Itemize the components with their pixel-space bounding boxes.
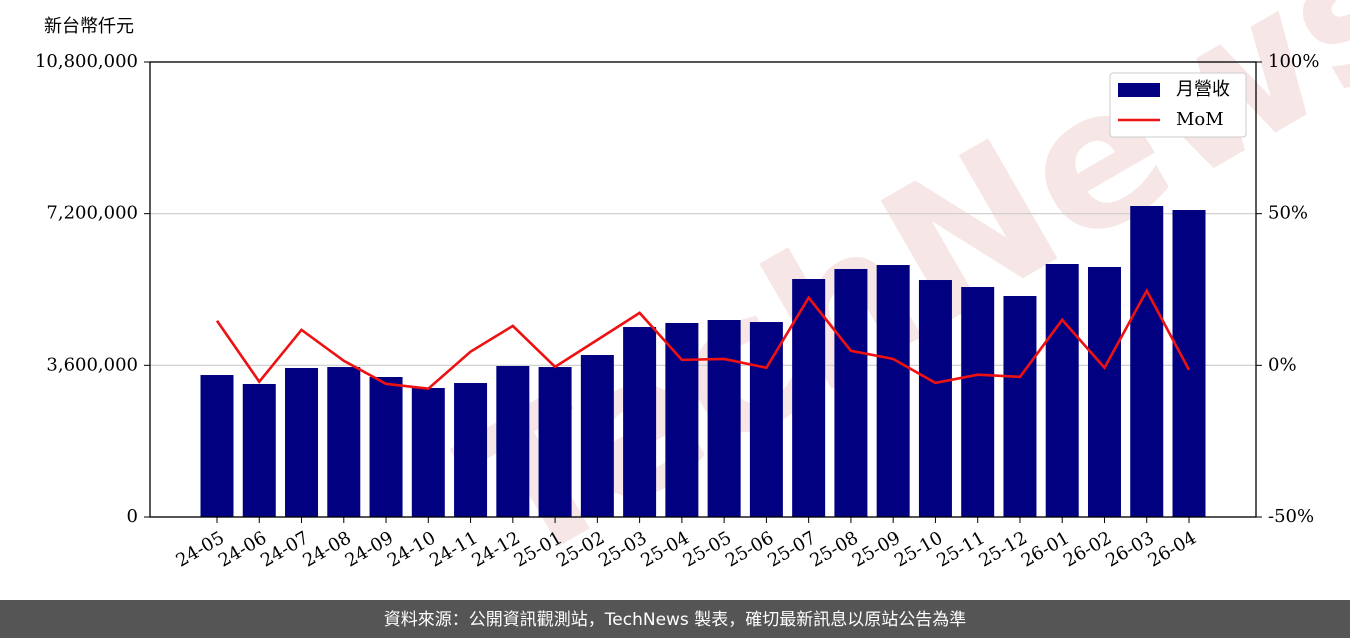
bar (1130, 205, 1164, 517)
plot-frame (149, 61, 1257, 518)
bar (665, 322, 699, 517)
bar (792, 279, 826, 517)
bar (1003, 295, 1037, 517)
y2-tick-label: -50% (1268, 506, 1314, 527)
y-tick-label: 0 (127, 506, 138, 527)
bar (327, 367, 361, 517)
y2-tick-label: 0% (1268, 354, 1297, 375)
bar (1087, 267, 1121, 517)
bar (411, 387, 445, 517)
y-tick-label: 10,800,000 (35, 51, 138, 72)
y2-tick-label: 50% (1268, 203, 1308, 224)
bar (707, 320, 741, 517)
bar (369, 377, 403, 517)
bar (580, 355, 614, 517)
x-tick-label: 26-04 (1145, 527, 1200, 571)
bar (961, 287, 995, 517)
legend-label: 月營收 (1176, 79, 1230, 100)
y-tick-label: 7,200,000 (46, 203, 138, 224)
bar (242, 383, 276, 517)
bar (749, 322, 783, 517)
legend-swatch (1118, 83, 1160, 97)
y-unit-label: 新台幣仟元 (44, 16, 134, 37)
bar (454, 383, 488, 517)
bar (1045, 264, 1079, 517)
bar (200, 375, 234, 517)
bar (918, 280, 952, 517)
bar (285, 367, 319, 517)
bar (496, 366, 530, 517)
footer-band (0, 600, 1350, 638)
marks (200, 205, 1206, 517)
bar (876, 265, 910, 517)
legend-label: MoM (1176, 109, 1224, 130)
bar (623, 326, 657, 517)
line (215, 287, 1191, 391)
footer: 資料來源：公開資訊觀測站，TechNews 製表，確切最新訊息以原站公告為準 (384, 610, 966, 630)
bar (538, 367, 572, 517)
y2-tick-label: 100% (1268, 51, 1319, 72)
bar (834, 268, 868, 517)
y-tick-label: 3,600,000 (46, 354, 138, 375)
bar (1172, 210, 1206, 517)
